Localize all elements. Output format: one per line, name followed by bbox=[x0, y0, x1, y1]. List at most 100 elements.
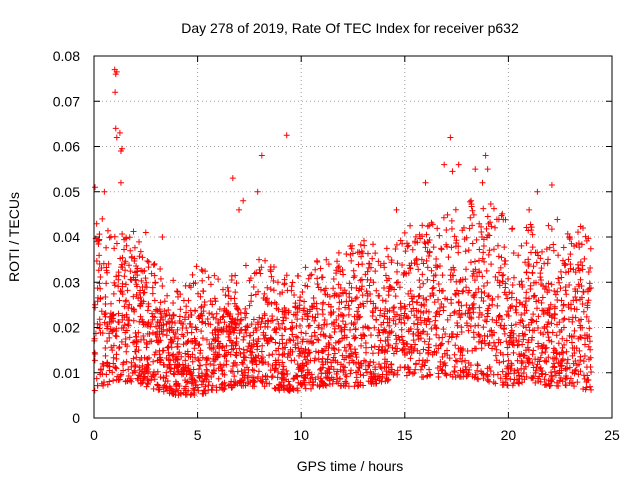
data-point bbox=[333, 270, 340, 277]
data-point bbox=[149, 290, 156, 297]
data-point bbox=[573, 297, 580, 304]
data-point bbox=[103, 244, 110, 251]
data-point bbox=[254, 346, 261, 353]
data-point bbox=[353, 285, 360, 292]
data-point bbox=[581, 255, 588, 262]
data-point bbox=[446, 333, 453, 340]
data-point bbox=[341, 324, 348, 331]
data-point bbox=[441, 161, 448, 168]
data-point bbox=[347, 326, 354, 333]
data-point bbox=[487, 368, 494, 375]
data-point bbox=[362, 366, 369, 373]
data-point bbox=[123, 242, 130, 249]
data-point bbox=[468, 315, 475, 322]
data-point bbox=[364, 324, 371, 331]
data-point bbox=[121, 260, 128, 267]
data-point bbox=[270, 277, 277, 284]
data-point bbox=[160, 388, 167, 395]
data-point bbox=[296, 352, 303, 359]
data-point bbox=[197, 347, 204, 354]
data-point bbox=[183, 340, 190, 347]
data-point bbox=[348, 367, 355, 374]
x-tick-label: 10 bbox=[293, 427, 309, 443]
data-point bbox=[124, 321, 131, 328]
data-point bbox=[462, 276, 469, 283]
data-point bbox=[426, 336, 433, 343]
data-point bbox=[166, 319, 173, 326]
data-point bbox=[587, 346, 594, 353]
data-point bbox=[538, 370, 545, 377]
data-point bbox=[358, 253, 365, 260]
data-point bbox=[554, 216, 561, 223]
data-point bbox=[283, 339, 290, 346]
data-point bbox=[437, 341, 444, 348]
data-point bbox=[553, 356, 560, 363]
data-point bbox=[146, 331, 153, 338]
data-point bbox=[580, 386, 587, 393]
data-point bbox=[195, 290, 202, 297]
data-point bbox=[527, 221, 534, 228]
data-point bbox=[441, 359, 448, 366]
data-point bbox=[479, 255, 486, 262]
data-point bbox=[225, 300, 232, 307]
data-point bbox=[138, 267, 145, 274]
data-point bbox=[248, 292, 255, 299]
data-point bbox=[498, 322, 505, 329]
data-point bbox=[351, 272, 358, 279]
data-point bbox=[484, 307, 491, 314]
data-point bbox=[314, 336, 321, 343]
data-point bbox=[504, 344, 511, 351]
data-point bbox=[504, 351, 511, 358]
data-point bbox=[257, 270, 264, 277]
data-point bbox=[585, 269, 592, 276]
data-point bbox=[471, 345, 478, 352]
data-point bbox=[141, 374, 148, 381]
data-point bbox=[443, 241, 450, 248]
data-point bbox=[578, 294, 585, 301]
data-point bbox=[112, 364, 119, 371]
data-point bbox=[207, 321, 214, 328]
data-point bbox=[438, 288, 445, 295]
data-point bbox=[153, 331, 160, 338]
data-point bbox=[462, 248, 469, 255]
data-point bbox=[174, 293, 181, 300]
data-point bbox=[478, 345, 485, 352]
data-point bbox=[136, 318, 143, 325]
data-point bbox=[138, 354, 145, 361]
data-point bbox=[520, 336, 527, 343]
data-point bbox=[290, 386, 297, 393]
data-point bbox=[111, 245, 118, 252]
data-point bbox=[399, 240, 406, 247]
data-point bbox=[368, 374, 375, 381]
data-point bbox=[217, 361, 224, 368]
data-point bbox=[550, 241, 557, 248]
data-point bbox=[471, 294, 478, 301]
data-point bbox=[407, 265, 414, 272]
data-point bbox=[581, 375, 588, 382]
data-point bbox=[257, 377, 264, 384]
data-point bbox=[403, 372, 410, 379]
data-point bbox=[484, 279, 491, 286]
data-point bbox=[399, 262, 406, 269]
data-point bbox=[94, 298, 101, 305]
data-point bbox=[163, 384, 170, 391]
data-point bbox=[133, 354, 140, 361]
data-point bbox=[362, 340, 369, 347]
data-point bbox=[539, 344, 546, 351]
data-point bbox=[529, 351, 536, 358]
data-point bbox=[210, 344, 217, 351]
chart-title: Day 278 of 2019, Rate Of TEC Index for r… bbox=[181, 20, 519, 36]
data-point bbox=[110, 312, 117, 319]
data-point bbox=[520, 322, 527, 329]
data-point bbox=[400, 314, 407, 321]
data-point bbox=[374, 332, 381, 339]
data-point bbox=[583, 237, 590, 244]
data-point bbox=[206, 310, 213, 317]
data-point bbox=[441, 350, 448, 357]
data-point bbox=[572, 285, 579, 292]
data-point bbox=[447, 276, 454, 283]
data-point bbox=[132, 369, 139, 376]
data-point bbox=[272, 385, 279, 392]
data-point bbox=[571, 305, 578, 312]
data-point bbox=[571, 243, 578, 250]
